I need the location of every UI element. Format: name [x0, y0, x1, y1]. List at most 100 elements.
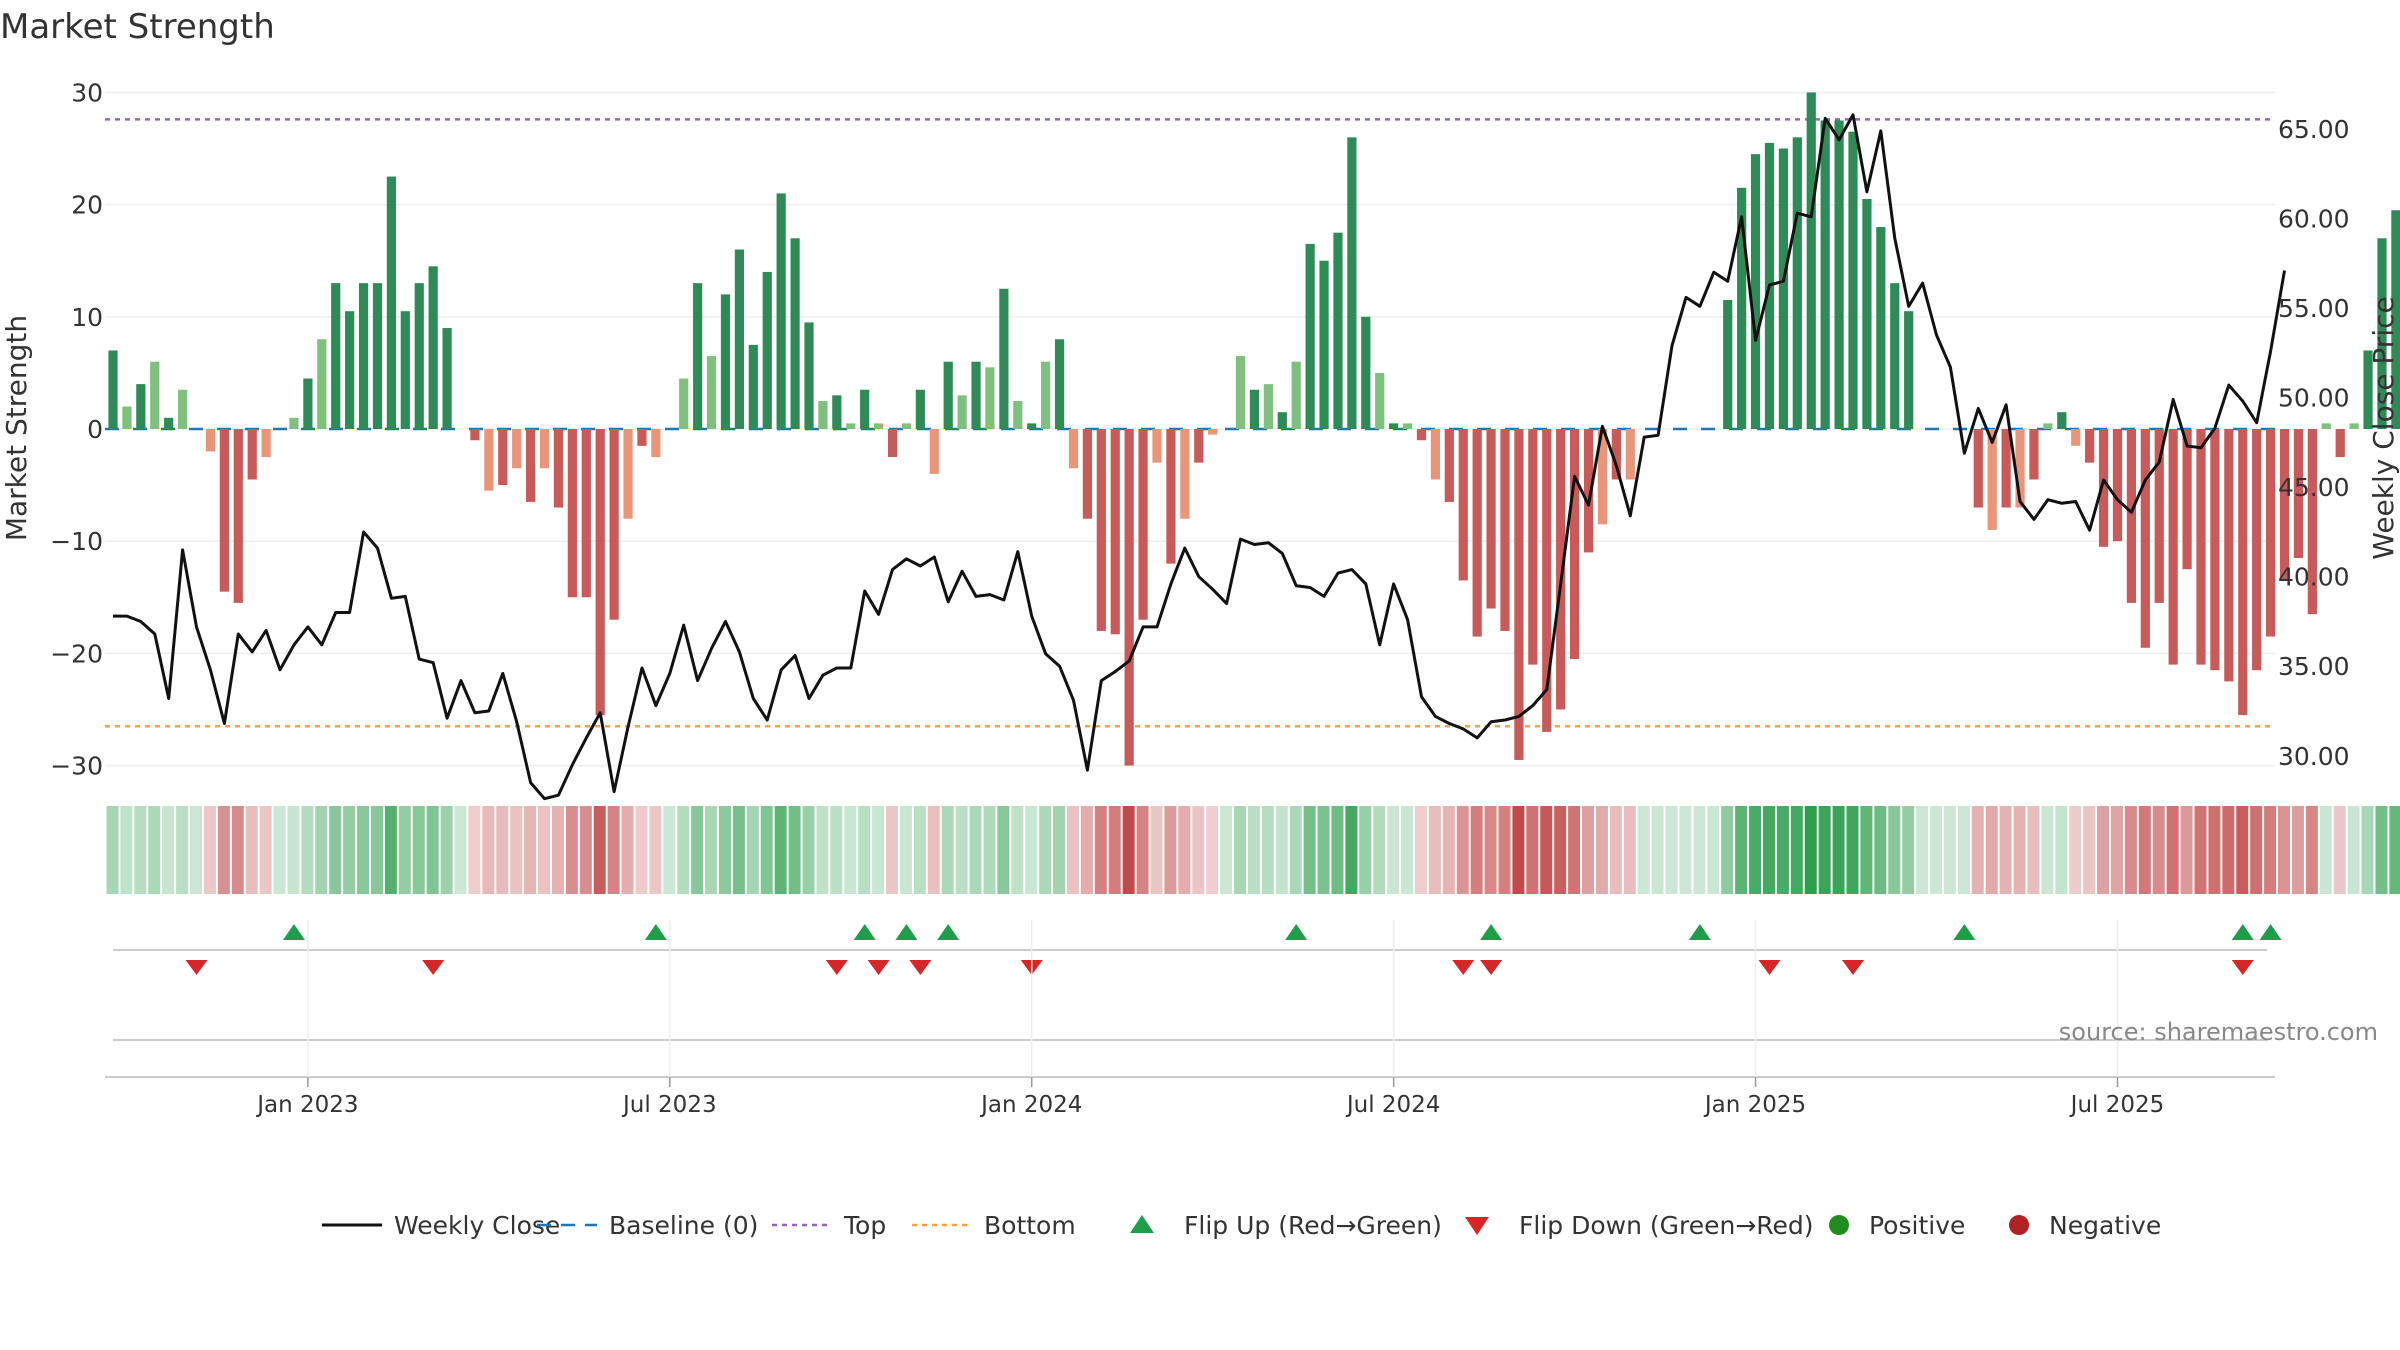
strength-bar [386, 176, 396, 429]
strength-bar [1987, 429, 1997, 530]
heat-cell [844, 806, 857, 894]
legend-label: Top [843, 1211, 886, 1240]
heat-cell [217, 806, 230, 894]
strength-bar [1597, 429, 1608, 525]
heat-cell [2013, 806, 2026, 894]
strength-bar [1180, 429, 1190, 519]
heat-cell [1776, 806, 1789, 894]
y2-axis-label: Weekly Close Price [2367, 296, 2400, 559]
strength-bar [999, 288, 1009, 429]
heat-cell [2208, 806, 2221, 894]
strength-bar [1570, 429, 1580, 659]
heat-cell [635, 806, 648, 894]
y-tick-label: 20 [71, 191, 103, 220]
strength-bar [637, 429, 647, 446]
strength-bar [1890, 283, 1900, 429]
y-axis: 30 20 10 0 −10 −20 −30 [50, 78, 103, 780]
heat-cell [1220, 806, 1233, 894]
grid-lines [105, 91, 2275, 767]
strength-bar [553, 429, 564, 508]
heat-cell [1902, 806, 1915, 894]
heat-cell [1066, 806, 1079, 894]
legend: Weekly Close Baseline (0) Top Bottom Flip Up… [322, 1211, 2161, 1240]
strength-bar [2196, 429, 2206, 665]
strength-bars [108, 92, 2400, 766]
heat-cell [1359, 806, 1372, 894]
strength-bar [623, 429, 633, 519]
heat-cell [1011, 806, 1024, 894]
strength-bar [2043, 423, 2053, 429]
y2-tick-label: 50.00 [2278, 384, 2350, 413]
y-tick-label: 0 [87, 415, 103, 444]
y-tick-label: −30 [50, 752, 103, 781]
strength-bar [1416, 429, 1427, 441]
heat-cell [1261, 806, 1274, 894]
strength-bar [609, 429, 619, 620]
heat-cell [1192, 806, 1205, 894]
strength-bar [1375, 372, 1385, 429]
heat-cell [1832, 806, 1845, 894]
strength-bar [1834, 120, 1844, 429]
heat-cell [454, 806, 467, 894]
heat-cell [1498, 806, 1511, 894]
heat-cell [1762, 806, 1775, 894]
strength-bar [1723, 299, 1733, 429]
strength-bar [2015, 429, 2025, 508]
heat-cell [1247, 806, 1260, 894]
heat-cell [1999, 806, 2012, 894]
heat-cell [2194, 806, 2207, 894]
heat-cell [1428, 806, 1441, 894]
legend-label: Positive [1869, 1211, 1965, 1240]
strength-bar [1194, 429, 1204, 463]
heat-cell [579, 806, 592, 894]
heat-cell [621, 806, 634, 894]
heat-cell [2389, 806, 2400, 894]
legend-swatch-flip-down [1465, 1217, 1489, 1235]
legend-label: Weekly Close [394, 1211, 560, 1240]
heat-cell [746, 806, 759, 894]
heat-cell [1025, 806, 1038, 894]
heat-cell [1888, 806, 1901, 894]
strength-bar [2238, 429, 2248, 716]
strength-bar [567, 429, 577, 598]
strength-bar [2210, 429, 2220, 671]
strength-bar [734, 249, 744, 429]
heat-cell [705, 806, 718, 894]
legend-swatch-flip-up [1130, 1215, 1154, 1233]
heat-cell [2083, 806, 2096, 894]
heat-cell [329, 806, 342, 894]
strength-bar [1166, 429, 1176, 564]
heat-cell [955, 806, 968, 894]
strength-bar [108, 350, 118, 429]
heat-cell [1331, 806, 1344, 894]
legend-swatch-negative [2009, 1215, 2029, 1235]
strength-bar [414, 283, 424, 429]
strength-bar [776, 193, 786, 429]
strength-bar [1235, 356, 1246, 429]
strength-bar [2140, 429, 2150, 648]
heat-cell [565, 806, 578, 894]
heat-cell [2347, 806, 2360, 894]
strength-bar [1138, 429, 1148, 620]
flip-up-marker [2259, 924, 2282, 940]
heat-cell [190, 806, 203, 894]
heat-cell [1484, 806, 1497, 894]
heat-cell [1693, 806, 1706, 894]
strength-bar [1500, 429, 1510, 631]
strength-bar [1208, 429, 1218, 435]
heat-cell [1470, 806, 1483, 894]
strength-bar [2266, 429, 2276, 637]
legend-label: Flip Down (Green→Red) [1519, 1211, 1814, 1240]
heat-cell [1665, 806, 1678, 894]
heat-cell [1108, 806, 1121, 894]
heat-cell [941, 806, 954, 894]
heat-cell [1846, 806, 1859, 894]
strength-bar [2112, 429, 2123, 542]
strength-bar [2293, 429, 2304, 559]
heat-cell [2180, 806, 2193, 894]
heat-cell [927, 806, 940, 894]
heat-cell [1554, 806, 1567, 894]
heat-cell [2361, 806, 2374, 894]
strength-bar [706, 356, 717, 429]
strength-bar [2321, 423, 2331, 429]
